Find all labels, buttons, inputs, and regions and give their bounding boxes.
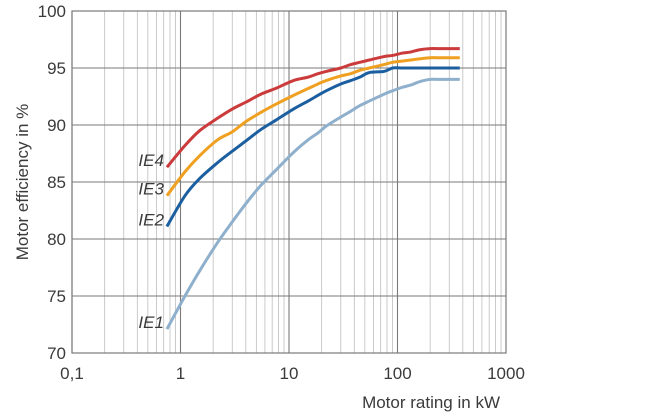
- tick-labels: 0,1 1 10 100 1000 70 75 80 85 90 95 100: [38, 2, 525, 383]
- x-axis-label: Motor rating in kW: [362, 393, 500, 412]
- y-tick-label: 70: [47, 344, 66, 363]
- x-tick-label: 100: [383, 364, 411, 383]
- y-axis-label: Motor efficiency in %: [13, 104, 32, 261]
- y-tick-label: 95: [47, 59, 66, 78]
- series-label-ie4: IE4: [138, 151, 164, 170]
- series-line-ie4: [165, 47, 460, 169]
- series-lines: [165, 47, 460, 330]
- series-line-ie1: [165, 77, 460, 330]
- y-tick-label: 85: [47, 173, 66, 192]
- series-line-ie2: [165, 66, 460, 228]
- series-label-ie2: IE2: [138, 210, 164, 229]
- x-tick-label: 1: [176, 364, 185, 383]
- grid: [71, 10, 506, 354]
- series-label-ie1: IE1: [138, 313, 164, 332]
- series-label-ie3: IE3: [138, 180, 164, 199]
- y-tick-label: 90: [47, 116, 66, 135]
- plot-frame: [71, 10, 507, 354]
- y-tick-label: 80: [47, 230, 66, 249]
- x-tick-label: 0,1: [60, 364, 84, 383]
- x-tick-label: 1000: [487, 364, 525, 383]
- x-tick-label: 10: [280, 364, 299, 383]
- series-line-ie3: [165, 56, 460, 197]
- series-labels: IE4 IE3 IE2 IE1: [138, 151, 164, 332]
- y-tick-label: 75: [47, 287, 66, 306]
- y-tick-label: 100: [38, 2, 66, 21]
